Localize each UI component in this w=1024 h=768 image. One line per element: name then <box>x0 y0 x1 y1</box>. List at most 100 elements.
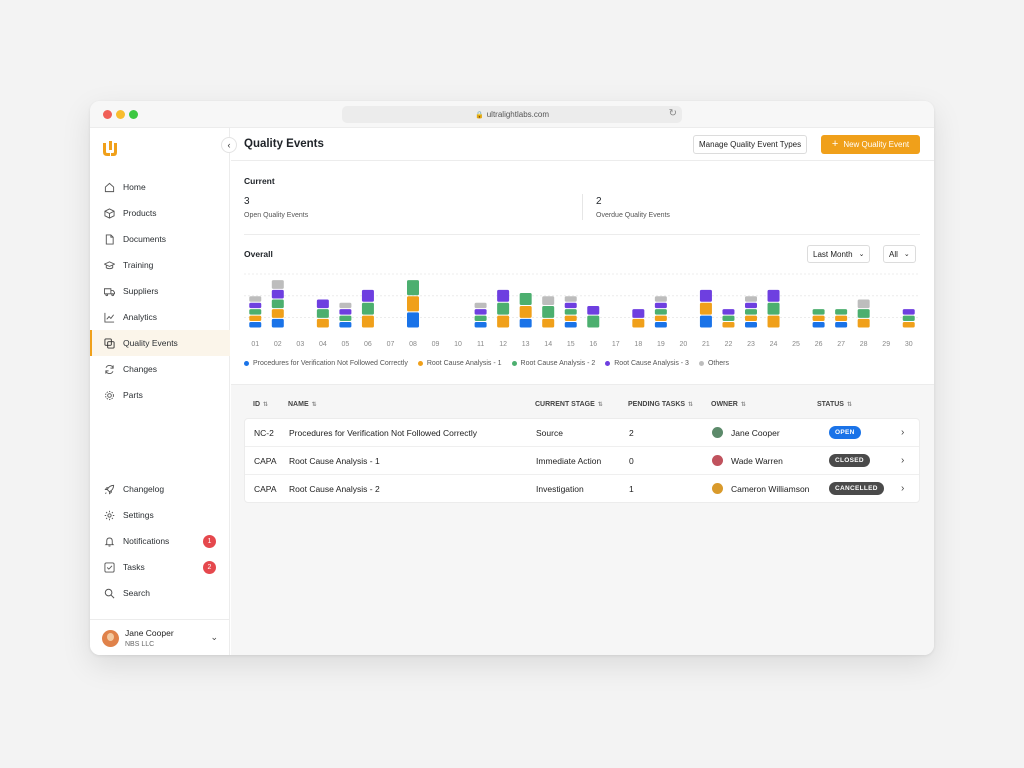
sidebar-item-tasks[interactable]: Tasks 2 <box>90 554 230 580</box>
chart-bar-segment[interactable] <box>474 302 487 309</box>
chart-bar-segment[interactable] <box>542 305 555 318</box>
chart-bar-segment[interactable] <box>474 315 487 322</box>
chart-bar-segment[interactable] <box>699 302 712 315</box>
chevron-right-icon[interactable]: › <box>901 483 905 494</box>
chart-bar-segment[interactable] <box>474 322 487 328</box>
sidebar-item-quality-events[interactable]: Quality Events <box>90 330 230 356</box>
chart-bar-segment[interactable] <box>699 289 712 302</box>
legend-item[interactable]: Root Cause Analysis - 2 <box>511 360 595 367</box>
chart-bar-segment[interactable] <box>902 322 915 328</box>
chart-bar-segment[interactable] <box>316 299 329 309</box>
chart-bar-segment[interactable] <box>654 315 667 322</box>
sidebar-item-analytics[interactable]: Analytics <box>90 304 230 330</box>
chart-bar-segment[interactable] <box>519 305 532 318</box>
filter-select[interactable]: All ⌄ <box>883 245 916 263</box>
legend-item[interactable]: Root Cause Analysis - 1 <box>417 360 502 367</box>
chart-bar-segment[interactable] <box>632 309 645 318</box>
table-row[interactable]: CAPA Root Cause Analysis - 2 Investigati… <box>245 475 919 502</box>
chart-bar-segment[interactable] <box>632 318 645 328</box>
chevron-right-icon[interactable]: › <box>901 427 905 438</box>
legend-item[interactable]: Others <box>698 360 729 367</box>
chart-bar-segment[interactable] <box>835 309 848 315</box>
chart-bar-segment[interactable] <box>722 315 735 322</box>
chart-bar-segment[interactable] <box>271 318 284 328</box>
chart-bar-segment[interactable] <box>587 305 600 315</box>
chart-bar-segment[interactable] <box>564 296 577 302</box>
chart-bar-segment[interactable] <box>542 318 555 328</box>
chart-bar-segment[interactable] <box>339 322 352 328</box>
chart-bar-segment[interactable] <box>271 280 284 289</box>
chart-bar-segment[interactable] <box>474 309 487 315</box>
chart-bar-segment[interactable] <box>587 315 600 328</box>
legend-item[interactable]: Procedures for Verification Not Followed… <box>244 360 408 367</box>
chart-bar-segment[interactable] <box>902 309 915 315</box>
legend-item[interactable]: Root Cause Analysis - 3 <box>605 360 689 367</box>
maximize-window-button[interactable] <box>129 110 138 119</box>
app-logo-icon[interactable] <box>102 140 120 158</box>
chart-bar-segment[interactable] <box>835 322 848 328</box>
chart-bar-segment[interactable] <box>519 293 532 305</box>
chevron-down-icon[interactable]: ⌄ <box>210 632 218 642</box>
chart-bar-segment[interactable] <box>564 309 577 315</box>
chart-bar-segment[interactable] <box>339 315 352 322</box>
sidebar-item-home[interactable]: Home <box>90 174 230 200</box>
sidebar-item-parts[interactable]: Parts <box>90 382 230 408</box>
chart-bar-segment[interactable] <box>654 322 667 328</box>
chart-bar-segment[interactable] <box>316 309 329 318</box>
sidebar-item-documents[interactable]: Documents <box>90 226 230 252</box>
table-row[interactable]: CAPA Root Cause Analysis - 1 Immediate A… <box>245 447 919 475</box>
chart-bar-segment[interactable] <box>835 315 848 322</box>
chart-bar-segment[interactable] <box>857 318 870 328</box>
chart-bar-segment[interactable] <box>271 289 284 299</box>
chart-bar-segment[interactable] <box>361 302 374 315</box>
chart-bar-segment[interactable] <box>654 296 667 302</box>
chart-bar-segment[interactable] <box>339 309 352 315</box>
column-header-stage[interactable]: CURRENT STAGE ⇅ <box>535 401 603 408</box>
chart-bar-segment[interactable] <box>745 315 757 322</box>
chart-bar-segment[interactable] <box>316 318 329 328</box>
chart-bar-segment[interactable] <box>497 289 510 302</box>
chart-bar-segment[interactable] <box>812 315 825 322</box>
address-bar[interactable]: 🔒 ultralightlabs.com ↻ <box>342 106 682 123</box>
chart-bar-segment[interactable] <box>519 318 532 328</box>
reload-icon[interactable]: ↻ <box>668 108 677 119</box>
chart-bar-segment[interactable] <box>271 299 284 309</box>
chart-bar-segment[interactable] <box>564 322 577 328</box>
sidebar-item-search[interactable]: Search <box>90 580 230 606</box>
sidebar-item-settings[interactable]: Settings <box>90 502 230 528</box>
chart-bar-segment[interactable] <box>407 296 419 312</box>
chart-bar-segment[interactable] <box>361 315 374 328</box>
chart-bar-segment[interactable] <box>407 312 419 328</box>
chart-bar-segment[interactable] <box>812 309 825 315</box>
collapse-sidebar-button[interactable]: ‹ <box>221 137 237 153</box>
sidebar-item-changelog[interactable]: Changelog <box>90 476 230 502</box>
manage-quality-event-types-button[interactable]: Manage Quality Event Types <box>693 135 808 154</box>
chart-bar-segment[interactable] <box>497 302 510 315</box>
chart-bar-segment[interactable] <box>722 322 735 328</box>
column-header-id[interactable]: ID ⇅ <box>253 401 268 408</box>
chart-bar-segment[interactable] <box>542 296 555 305</box>
chart-bar-segment[interactable] <box>902 315 915 322</box>
column-header-name[interactable]: NAME ⇅ <box>288 401 317 408</box>
column-header-pending[interactable]: PENDING TASKS ⇅ <box>628 401 693 408</box>
chart-bar-segment[interactable] <box>249 302 262 309</box>
chart-bar-segment[interactable] <box>564 302 577 309</box>
chart-bar-segment[interactable] <box>745 302 757 309</box>
chart-bar-segment[interactable] <box>339 302 352 309</box>
sidebar-item-training[interactable]: Training <box>90 252 230 278</box>
sidebar-item-products[interactable]: Products <box>90 200 230 226</box>
chart-bar-segment[interactable] <box>361 289 374 302</box>
chart-bar-segment[interactable] <box>857 309 870 318</box>
chart-bar-segment[interactable] <box>722 309 735 315</box>
chart-bar-segment[interactable] <box>767 289 780 302</box>
chart-bar-segment[interactable] <box>654 309 667 315</box>
chart-bar-segment[interactable] <box>767 302 780 315</box>
chart-bar-segment[interactable] <box>812 322 825 328</box>
sidebar-item-suppliers[interactable]: Suppliers <box>90 278 230 304</box>
chart-bar-segment[interactable] <box>745 296 757 302</box>
chart-bar-segment[interactable] <box>699 315 712 328</box>
chart-bar-segment[interactable] <box>271 309 284 318</box>
column-header-status[interactable]: STATUS ⇅ <box>817 401 852 408</box>
chart-bar-segment[interactable] <box>745 309 757 315</box>
table-row[interactable]: NC-2 Procedures for Verification Not Fol… <box>245 419 919 447</box>
